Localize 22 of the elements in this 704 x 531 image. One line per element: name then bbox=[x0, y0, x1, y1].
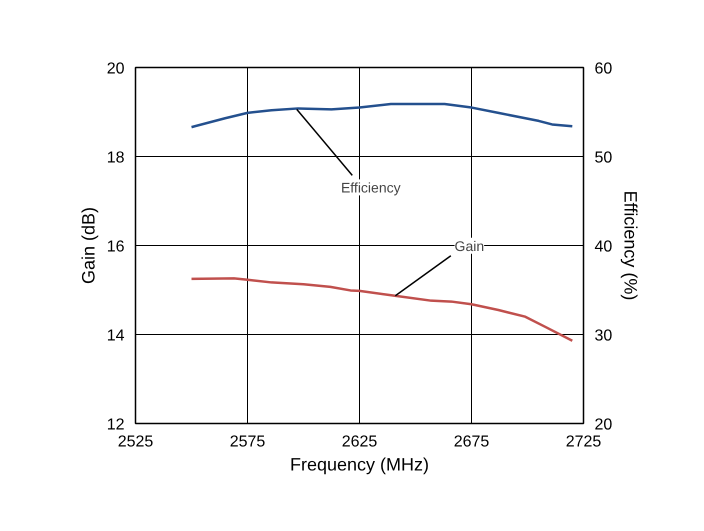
annotation: Gain bbox=[454, 238, 484, 254]
x-axis-title: Frequency (MHz) bbox=[290, 454, 430, 474]
x-tick-label: 2675 bbox=[454, 434, 490, 450]
annotation: Efficiency bbox=[340, 179, 401, 196]
line-series bbox=[190, 277, 574, 342]
y2-tick-label: 60 bbox=[594, 60, 612, 78]
line-series bbox=[190, 102, 574, 128]
y2-tick-label: 50 bbox=[594, 150, 612, 166]
y-tick-label: 12 bbox=[106, 416, 125, 434]
y2-tick-label: 30 bbox=[594, 328, 612, 344]
y2-tick-label: 40 bbox=[594, 238, 612, 256]
y-tick-label: 16 bbox=[106, 238, 125, 256]
x-tick-label: 2575 bbox=[230, 434, 266, 450]
y2-axis-title: Efficiency (%) bbox=[620, 190, 640, 300]
y-tick-label: 20 bbox=[106, 60, 125, 78]
y-axis-title: Gain (dB) bbox=[78, 206, 99, 284]
x-tick-label: 2625 bbox=[342, 434, 378, 450]
y-tick-label: 14 bbox=[106, 328, 125, 344]
y-tick-label: 18 bbox=[106, 150, 125, 166]
x-tick-label: 2725 bbox=[566, 434, 602, 450]
y2-tick-label: 20 bbox=[594, 416, 612, 434]
x-tick-label: 2525 bbox=[118, 434, 154, 450]
